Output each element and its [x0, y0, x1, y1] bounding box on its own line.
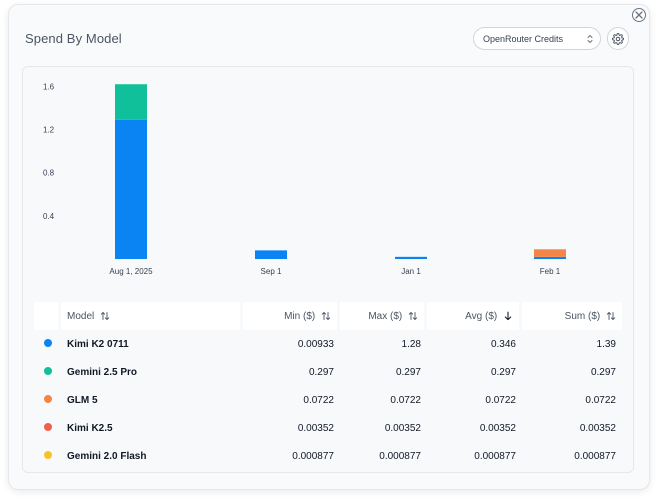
settings-button[interactable] — [607, 27, 629, 50]
x-tick-label: Aug 1, 2025 — [109, 267, 153, 276]
header-min[interactable]: Min ($) — [243, 302, 340, 330]
header-sum-label: Sum ($) — [564, 310, 601, 322]
series-color-dot — [44, 394, 52, 403]
model-name: Gemini 2.5 Pro — [67, 366, 138, 378]
table-row[interactable]: GLM 5 0.0722 0.0722 0.0722 0.0722 — [34, 386, 622, 414]
model-name: Kimi K2.5 — [67, 422, 113, 434]
header-max[interactable]: Max ($) — [340, 302, 427, 330]
y-tick-label: 0.8 — [43, 169, 55, 178]
spend-bar-chart: 0.4 0.8 1.2 1.6 Aug 1, 2025 Sep 1 Jan 1 Feb 1 — [43, 82, 566, 276]
chart-card — [22, 66, 634, 473]
arrow-down-icon — [504, 311, 512, 321]
sort-arrows-icon — [100, 311, 110, 320]
min-value: 0.00352 — [297, 422, 334, 434]
header-sum[interactable]: Sum ($) — [522, 302, 622, 330]
series-color-dot — [44, 422, 52, 431]
credits-select-value: OpenRouter Credits — [483, 34, 564, 44]
avg-value: 0.0722 — [485, 394, 516, 406]
x-tick-label: Feb 1 — [540, 267, 561, 276]
gear-icon — [612, 32, 624, 45]
min-value: 0.0722 — [303, 394, 334, 406]
bar-segment[interactable] — [395, 256, 427, 259]
header-color — [34, 302, 61, 330]
min-value: 0.000877 — [292, 450, 334, 462]
table-row[interactable]: Gemini 2.0 Flash 0.000877 0.000877 0.000… — [34, 442, 622, 470]
close-icon — [635, 11, 643, 19]
avg-value: 0.000877 — [474, 450, 516, 462]
model-name: Kimi K2 0711 — [67, 338, 129, 350]
header-avg[interactable]: Avg ($) — [427, 302, 522, 330]
series-color-dot — [44, 450, 52, 459]
table-row[interactable]: Gemini 2.5 Pro 0.297 0.297 0.297 0.297 — [34, 358, 622, 386]
y-tick-label: 1.6 — [43, 82, 55, 91]
bar-segment[interactable] — [534, 256, 566, 259]
sort-arrows-icon — [606, 311, 616, 320]
model-name: GLM 5 — [67, 394, 98, 406]
max-value: 0.297 — [395, 366, 421, 378]
sort-arrows-icon — [408, 311, 418, 320]
close-button[interactable] — [632, 8, 646, 22]
series-color-dot — [44, 366, 52, 375]
bar-segment[interactable] — [534, 249, 566, 257]
model-name: Gemini 2.0 Flash — [67, 450, 147, 462]
series-color-dot — [44, 338, 52, 347]
min-value: 0.00933 — [297, 338, 334, 350]
chevron-up-down-icon — [587, 35, 593, 43]
x-tick-label: Sep 1 — [261, 267, 282, 276]
spend-chart: 0.4 0.8 1.2 1.6 Aug 1, 2025 Sep 1 Jan 1 Feb 1 — [22, 66, 634, 286]
avg-value: 0.297 — [490, 366, 516, 378]
header-min-label: Min ($) — [284, 310, 316, 322]
bar-segment[interactable] — [255, 250, 287, 259]
avg-value: 0.00352 — [479, 422, 516, 434]
credits-select[interactable]: OpenRouter Credits — [473, 27, 601, 50]
table-row[interactable]: Kimi K2 0711 0.00933 1.28 0.346 1.39 — [34, 330, 622, 358]
y-tick-label: 0.4 — [43, 212, 55, 221]
spend-table: Model Min ($) Max ($) Avg ($) — [34, 302, 622, 470]
header-avg-label: Avg ($) — [465, 310, 498, 322]
sum-value: 0.00352 — [579, 422, 616, 434]
header-model-label: Model — [67, 310, 95, 322]
min-value: 0.297 — [308, 366, 334, 378]
avg-value: 0.346 — [490, 338, 516, 350]
sum-value: 1.39 — [596, 338, 616, 350]
table-row[interactable]: Kimi K2.5 0.00352 0.00352 0.00352 0.0035… — [34, 414, 622, 442]
sum-value: 0.297 — [590, 366, 616, 378]
max-value: 0.00352 — [384, 422, 421, 434]
sort-arrows-icon — [321, 311, 331, 320]
max-value: 0.0722 — [390, 394, 421, 406]
max-value: 1.28 — [401, 338, 421, 350]
table-header-row: Model Min ($) Max ($) Avg ($) — [34, 302, 622, 330]
bar-segment[interactable] — [115, 119, 147, 259]
page-title: Spend By Model — [25, 31, 122, 46]
header-model[interactable]: Model — [61, 302, 243, 330]
bar-segment[interactable] — [115, 84, 147, 120]
header-max-label: Max ($) — [368, 310, 403, 322]
sum-value: 0.000877 — [574, 450, 616, 462]
sum-value: 0.0722 — [585, 394, 616, 406]
max-value: 0.000877 — [379, 450, 421, 462]
x-tick-label: Jan 1 — [401, 267, 421, 276]
y-tick-label: 1.2 — [43, 126, 55, 135]
